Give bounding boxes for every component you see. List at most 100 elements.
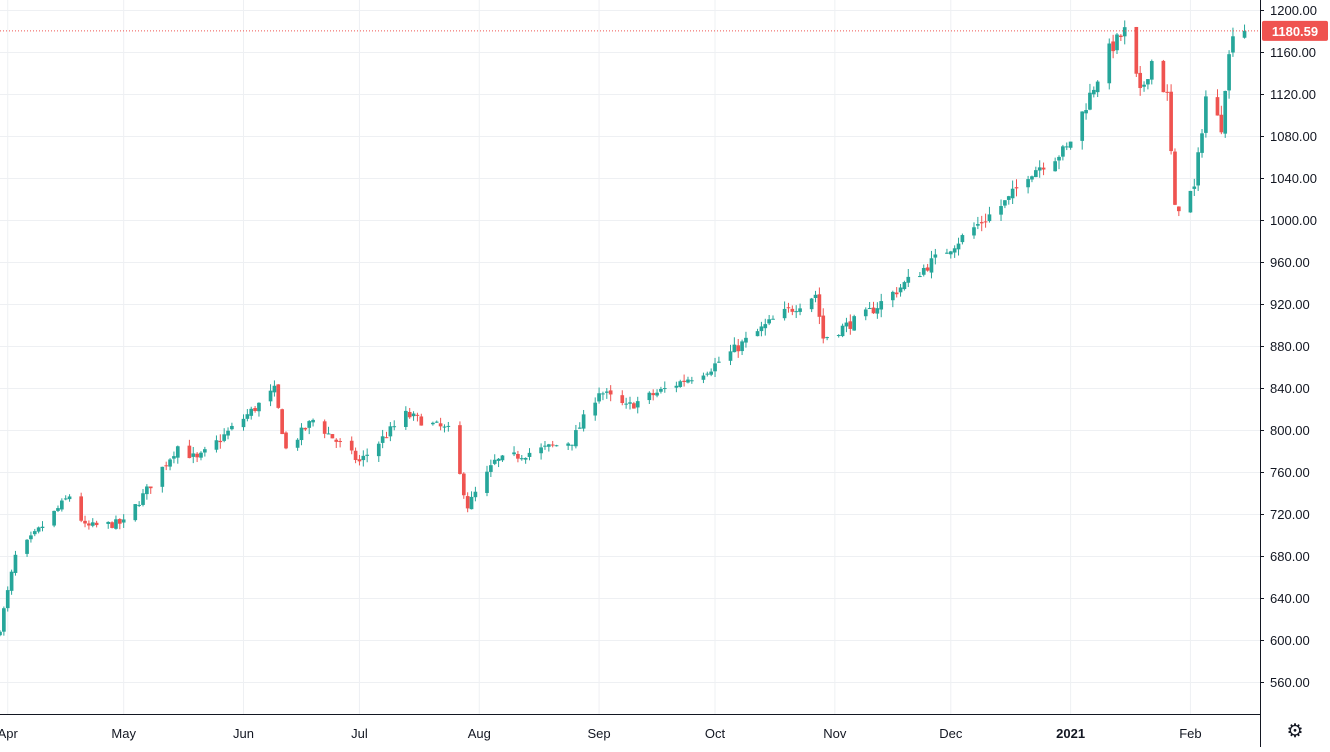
candle-body-up bbox=[496, 458, 501, 461]
candle-body-up bbox=[539, 447, 543, 454]
candle-body-up bbox=[380, 436, 385, 443]
candle-body-down bbox=[353, 450, 358, 460]
price-tick-label: 1080.00 bbox=[1270, 129, 1317, 144]
candle-body-up bbox=[32, 531, 37, 535]
candle-body-up bbox=[763, 324, 768, 329]
candle-body-down bbox=[608, 390, 613, 395]
time-tick-label: Aug bbox=[468, 726, 491, 741]
candle-body-up bbox=[921, 267, 926, 275]
candle-body-up bbox=[5, 590, 10, 609]
candle-body-down bbox=[1165, 91, 1170, 93]
candle-body-up bbox=[1080, 111, 1085, 141]
candle-body-up bbox=[593, 402, 598, 416]
candle-body-down bbox=[349, 440, 354, 451]
candle-body-up bbox=[403, 410, 408, 427]
candle-body-up bbox=[431, 422, 435, 425]
candle-body-down bbox=[1111, 41, 1115, 52]
candle-body-up bbox=[655, 392, 659, 396]
candle-body-up bbox=[1223, 90, 1228, 134]
candle-body-up bbox=[635, 401, 640, 408]
time-tick-label: Apr bbox=[0, 726, 19, 741]
candle-body-up bbox=[191, 453, 196, 457]
candle-body-down bbox=[357, 459, 362, 462]
candle-body-down bbox=[117, 519, 122, 524]
candle-body-up bbox=[168, 459, 172, 467]
price-tick-label: 960.00 bbox=[1270, 255, 1310, 270]
candle-body-up bbox=[365, 454, 370, 456]
candle-body-up bbox=[106, 521, 111, 524]
candle-body-up bbox=[713, 363, 717, 372]
candle-body-up bbox=[546, 444, 551, 447]
candle-body-up bbox=[659, 388, 663, 392]
candle-body-down bbox=[1173, 151, 1177, 205]
candle-body-down bbox=[516, 453, 520, 459]
candle-body-up bbox=[257, 402, 261, 412]
candle-body-up bbox=[809, 298, 814, 310]
candle-body-up bbox=[543, 445, 547, 447]
candle-body-down bbox=[303, 427, 308, 430]
axes bbox=[0, 0, 1261, 747]
candle-body-up bbox=[945, 252, 949, 254]
candle-body-up bbox=[1192, 186, 1197, 189]
candle-body-up bbox=[574, 430, 578, 447]
candle-body-up bbox=[1188, 190, 1193, 213]
candle-body-up bbox=[836, 335, 841, 337]
gear-icon: ⚙ bbox=[1286, 721, 1304, 742]
candle-body-up bbox=[1037, 167, 1042, 171]
time-tick-label: Jul bbox=[351, 726, 368, 741]
candle-body-down bbox=[334, 439, 339, 442]
candle-body-up bbox=[326, 433, 331, 435]
candle-body-up bbox=[1057, 156, 1061, 161]
candle-body-up bbox=[36, 527, 41, 532]
candle-body-up bbox=[1003, 200, 1007, 206]
candle-body-up bbox=[141, 493, 145, 505]
candle-body-up bbox=[56, 508, 60, 511]
time-scale[interactable]: Apr May Jun Jul Aug Sep Oct Nov Dec 2021 Feb bbox=[0, 726, 1202, 741]
time-tick-label: 2021 bbox=[1056, 726, 1085, 741]
price-tick-label: 880.00 bbox=[1270, 339, 1310, 354]
candle-body-up bbox=[728, 351, 733, 361]
candle-body-up bbox=[226, 430, 230, 436]
settings-button[interactable]: ⚙ bbox=[1260, 716, 1330, 747]
candle-body-up bbox=[1231, 36, 1235, 53]
candle-body-up bbox=[956, 243, 961, 250]
candle-body-up bbox=[581, 414, 586, 429]
candle-body-up bbox=[492, 459, 497, 464]
price-scale[interactable]: 560.00 600.00 640.00 680.00 720.00 760.00 800.… bbox=[1260, 3, 1317, 690]
candle-body-up bbox=[90, 522, 95, 526]
candle-body-up bbox=[245, 414, 250, 419]
candle-body-down bbox=[465, 496, 470, 509]
candle-body-down bbox=[83, 520, 87, 524]
candle-body-up bbox=[25, 539, 29, 554]
candle-body-up bbox=[844, 322, 849, 327]
candle-body-down bbox=[79, 496, 84, 521]
candle-body-up bbox=[813, 294, 818, 298]
candle-body-up bbox=[60, 500, 64, 510]
candle-body-up bbox=[1095, 81, 1100, 93]
price-tick-label: 560.00 bbox=[1270, 675, 1310, 690]
candle-body-up bbox=[767, 319, 771, 324]
candle-body-down bbox=[419, 416, 424, 426]
candle-body-up bbox=[554, 445, 559, 447]
candle-body-up bbox=[976, 224, 980, 226]
candle-body-up bbox=[512, 452, 516, 455]
candle-body-up bbox=[744, 337, 748, 343]
candle-body-down bbox=[821, 315, 826, 339]
candle-body-up bbox=[299, 427, 304, 441]
candle-body-up bbox=[1068, 141, 1073, 148]
candle-body-up bbox=[268, 390, 273, 402]
candle-body-up bbox=[1061, 146, 1065, 157]
candle-body-up bbox=[160, 466, 165, 487]
candle-body-down bbox=[110, 522, 114, 528]
candle-body-up bbox=[1026, 179, 1030, 188]
candle-body-down bbox=[407, 411, 412, 418]
candle-body-down bbox=[817, 294, 822, 317]
last-price-badge bbox=[1262, 20, 1328, 41]
candle-body-down bbox=[187, 445, 192, 459]
candle-body-up bbox=[782, 308, 787, 319]
candle-body-up bbox=[863, 309, 868, 317]
candle-body-up bbox=[929, 258, 934, 273]
candle-body-up bbox=[987, 214, 992, 222]
